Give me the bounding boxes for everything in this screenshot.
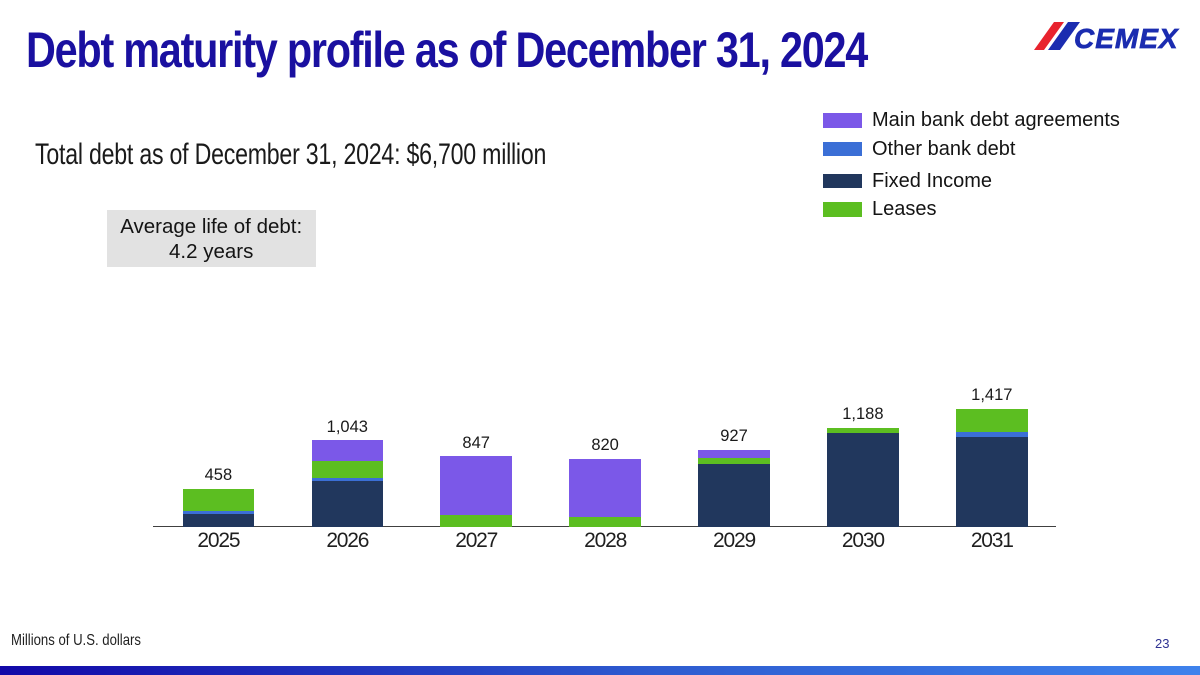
- svg-text:CEMEX: CEMEX: [1074, 23, 1180, 54]
